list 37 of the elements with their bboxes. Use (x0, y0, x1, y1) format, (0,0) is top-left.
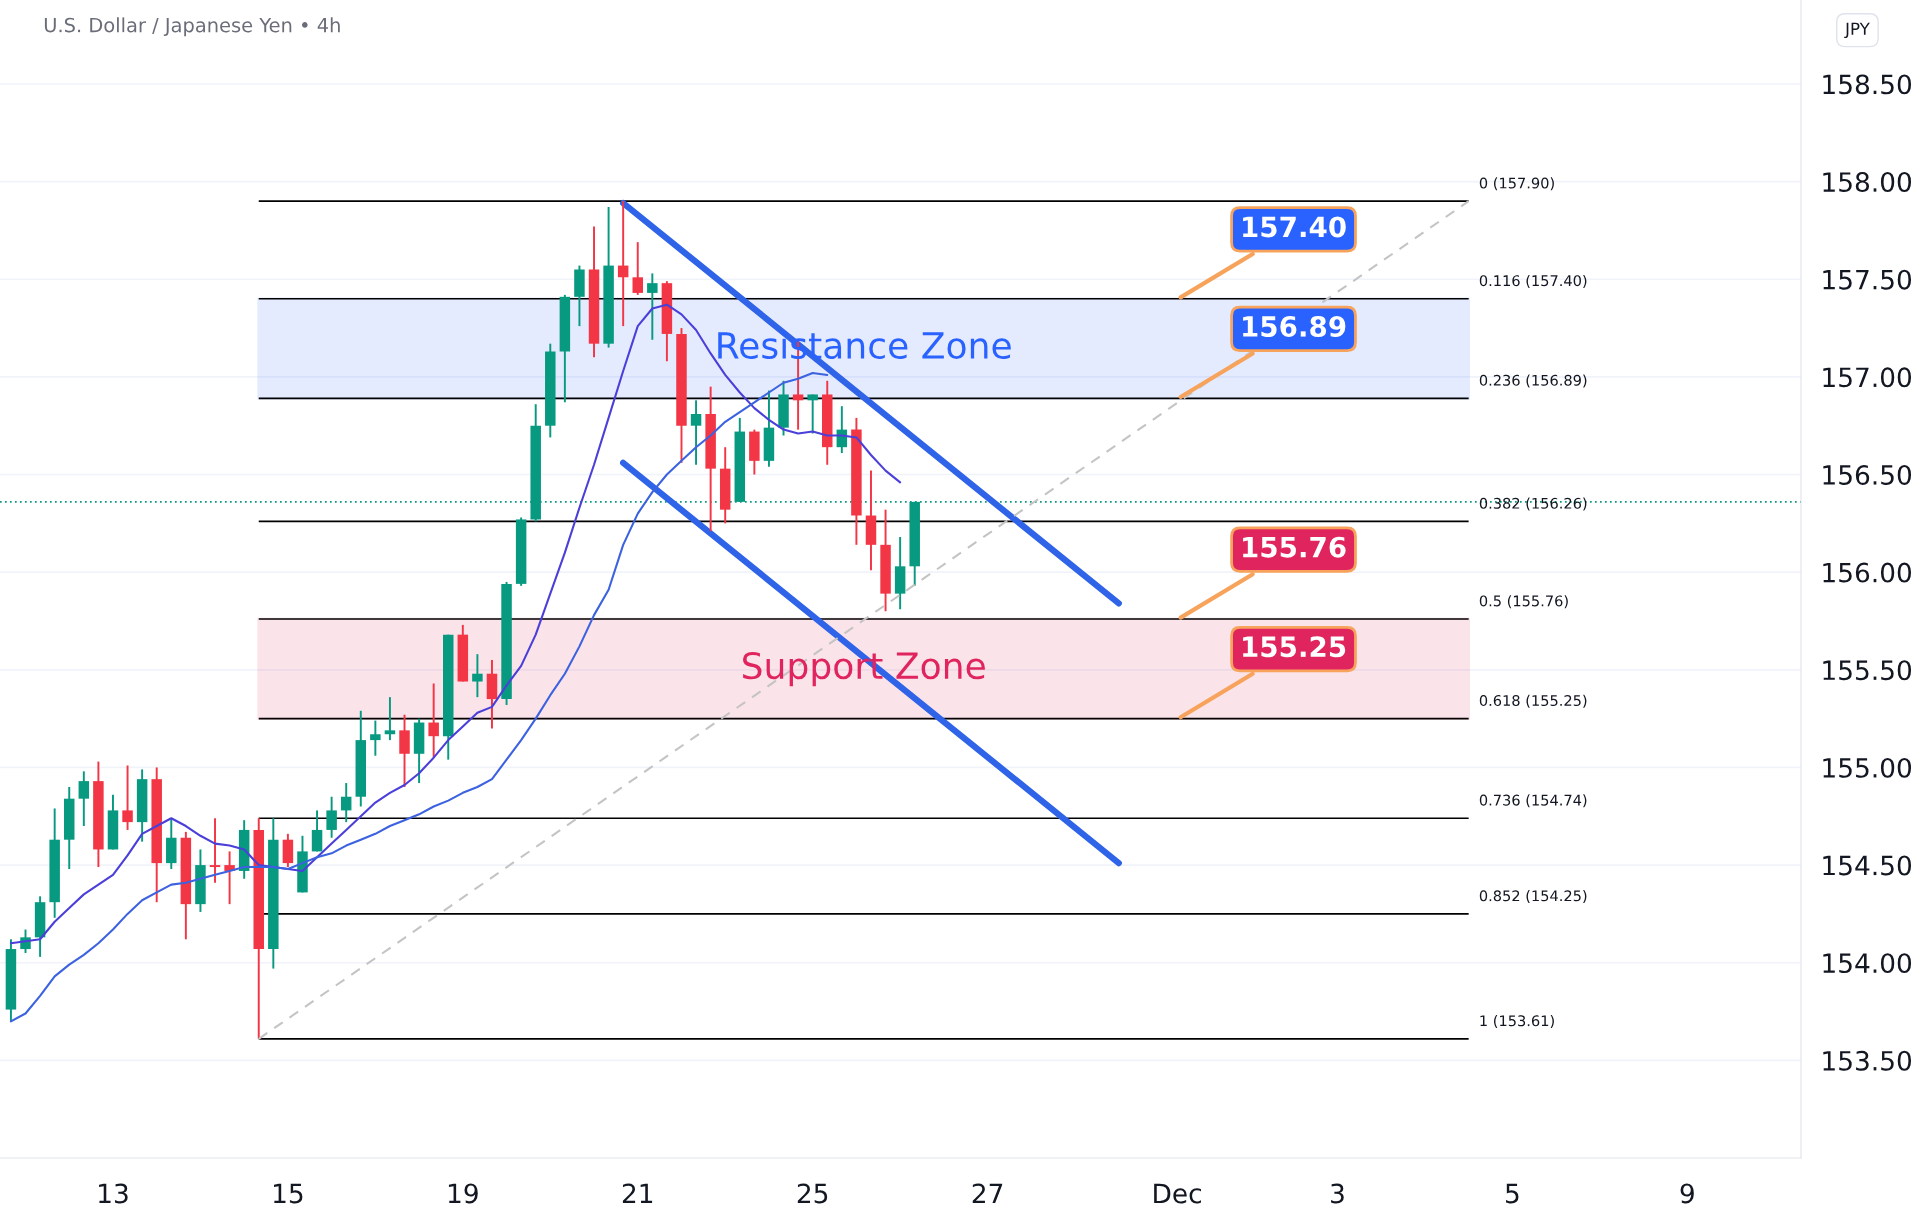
y-tick-label: 157.00 (1823, 367, 1912, 388)
x-tick-label: 13 (99, 1183, 128, 1204)
x-tick-label: 5 (1506, 1183, 1519, 1204)
y-tick-label: 157.50 (1823, 269, 1912, 290)
band-label: Support Zone (742, 651, 985, 687)
y-tick-label: 153.50 (1823, 1050, 1912, 1071)
ref-line-label: 0 (157.90) (1479, 177, 1554, 191)
y-tick-label: 155.00 (1823, 757, 1912, 778)
text: U.S. Dollar / Japanese Yen • 4h (44, 17, 340, 37)
x-tick-label: 21 (622, 1183, 653, 1204)
y-tick-label: 158.50 (1823, 74, 1912, 95)
y-tick-label: 158.00 (1823, 172, 1912, 193)
ref-line-label: 0.736 (154.74) (1479, 794, 1587, 808)
ref-line-label: 0.382 (156.26) (1479, 497, 1587, 511)
y-tick-label: 156.50 (1823, 464, 1912, 485)
ref-line-label: 0.116 (157.40) (1479, 274, 1587, 288)
text: JPY (1844, 22, 1870, 39)
x-tick-label: 19 (448, 1183, 478, 1204)
x-tick-label: 25 (797, 1183, 828, 1204)
x-tick-label: 3 (1331, 1183, 1344, 1204)
ref-line-label: 0.852 (154.25) (1479, 890, 1587, 904)
x-tick-label: 15 (274, 1183, 303, 1204)
ref-line-label: 1 (153.61) (1480, 1015, 1554, 1029)
ref-line-label: 0.618 (155.25) (1479, 694, 1587, 708)
x-tick-label: 9 (1680, 1183, 1694, 1204)
annotation: 157.40 (1243, 216, 1346, 238)
x-tick-label: Dec (1154, 1183, 1201, 1204)
ref-line-label: 0.236 (156.89) (1479, 374, 1587, 388)
y-tick-label: 154.00 (1823, 953, 1912, 974)
y-tick-label: 154.50 (1823, 855, 1912, 876)
annotation: 155.76 (1243, 536, 1346, 558)
y-tick-label: 156.00 (1823, 562, 1912, 583)
annotation: 155.25 (1243, 636, 1346, 658)
annotation: 156.89 (1243, 315, 1346, 337)
x-tick-label: 27 (972, 1183, 1003, 1204)
y-tick-label: 155.50 (1823, 660, 1912, 681)
ref-line-label: 0.5 (155.76) (1479, 595, 1568, 609)
